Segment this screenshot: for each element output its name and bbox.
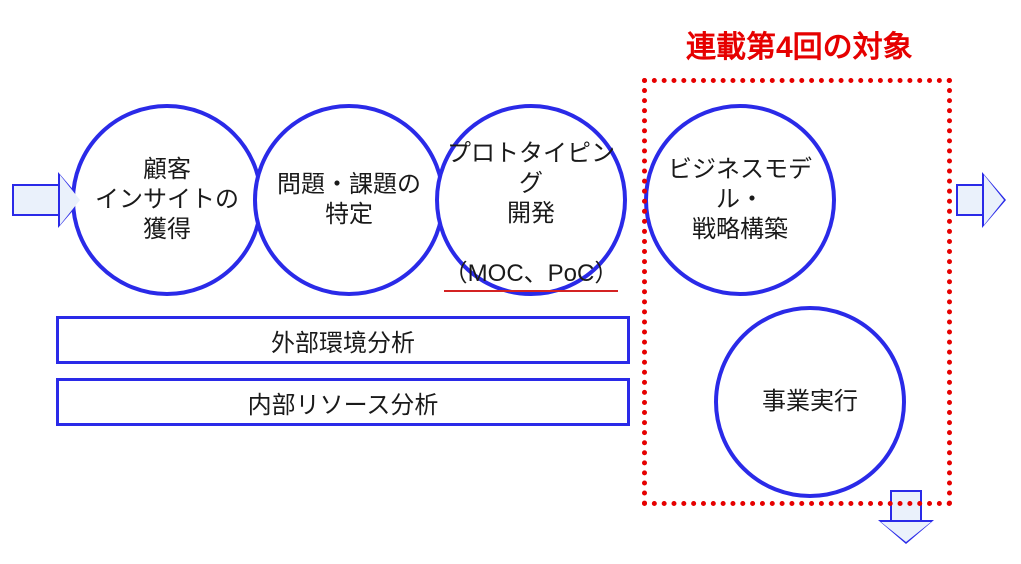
bar-external-analysis: 外部環境分析 <box>56 316 630 364</box>
arrow-left <box>12 184 60 216</box>
circle-prototyping: プロトタイピング 開発 （MOC、PoC） <box>435 104 627 296</box>
bar-internal-resource: 内部リソース分析 <box>56 378 630 426</box>
circle-label: 顧客 インサイトの 獲得 <box>95 155 239 245</box>
diagram-stage: 外部環境分析 内部リソース分析 顧客 インサイトの 獲得 問題・課題の 特定 プ… <box>0 0 1021 564</box>
bar-label: 内部リソース分析 <box>248 385 439 420</box>
diagram-title: 連載第4回の対象 <box>686 22 913 66</box>
circle-customer-insight: 顧客 インサイトの 獲得 <box>71 104 263 296</box>
circle-label: プロトタイピング 開発 （MOC、PoC） <box>439 109 623 292</box>
circle-label: 問題・課題の 特定 <box>277 170 421 230</box>
highlight-box <box>642 78 952 506</box>
arrow-right <box>956 184 984 216</box>
bar-label: 外部環境分析 <box>271 323 415 358</box>
circle-problem-identify: 問題・課題の 特定 <box>253 104 445 296</box>
